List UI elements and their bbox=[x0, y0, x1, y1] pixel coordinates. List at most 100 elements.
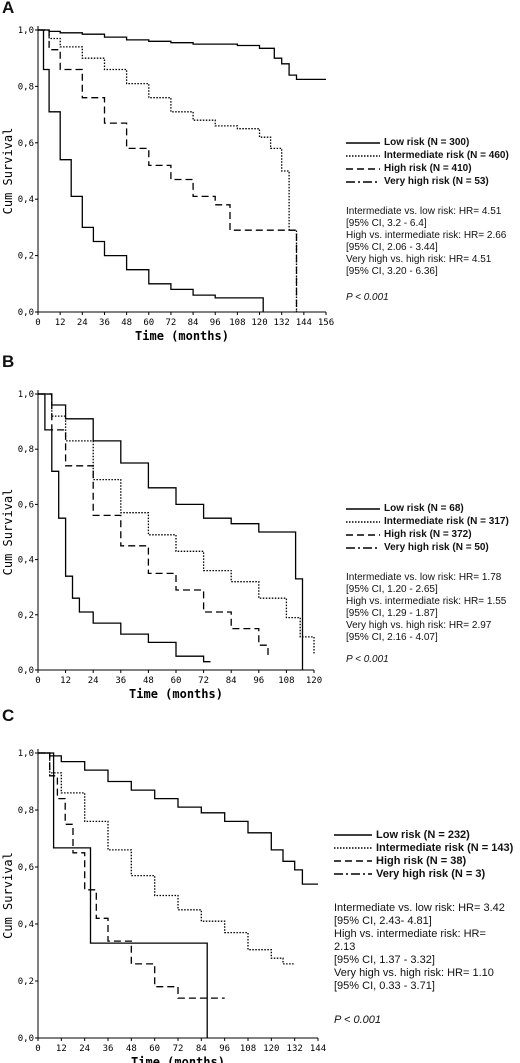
x-tick-label: 36 bbox=[103, 1044, 114, 1054]
stats-line: Very high vs. high risk: HR= 1.10 bbox=[334, 967, 494, 979]
x-tick-label: 72 bbox=[198, 676, 209, 686]
stats-line: Very high vs. high risk: HR= 2.97 bbox=[346, 620, 492, 631]
x-tick-label: 96 bbox=[210, 318, 221, 328]
x-tick-label: 120 bbox=[306, 676, 322, 686]
legend-label: Very high risk (N = 3) bbox=[376, 867, 486, 880]
x-tick-label: 96 bbox=[219, 1044, 230, 1054]
x-tick-label: 0 bbox=[35, 676, 40, 686]
y-tick-label: 0,0 bbox=[18, 666, 34, 676]
survival-curve-very-high-risk bbox=[38, 393, 211, 663]
y-tick-label: 0,2 bbox=[18, 611, 34, 621]
y-tick-label: 0,8 bbox=[18, 806, 34, 816]
x-axis-label: Time (months) bbox=[129, 687, 223, 701]
x-tick-label: 12 bbox=[56, 1044, 67, 1054]
y-tick-label: 0,0 bbox=[18, 1034, 34, 1044]
survival-curve-intermediate-risk bbox=[38, 393, 315, 654]
survival-curve-low-risk bbox=[38, 393, 304, 670]
legend-item-intermediate-risk: Intermediate risk (N = 143) bbox=[334, 841, 513, 854]
x-axis-label: Time (months) bbox=[135, 329, 229, 343]
hazard-ratio-stats: Intermediate vs. low risk: HR= 1.78 [95%… bbox=[346, 572, 506, 644]
y-tick-label: 1,0 bbox=[18, 26, 34, 36]
survival-curve-very-high-risk bbox=[38, 29, 264, 312]
x-tick-label: 120 bbox=[263, 1044, 279, 1054]
panel-c: C 0,0 0,2 0,4 0,6 0,8 1,0 0 12 24 36 48 60 72 84 96 108… bbox=[0, 706, 520, 1063]
x-tick-label: 48 bbox=[126, 1044, 137, 1054]
p-value: P < 0.001 bbox=[346, 654, 389, 665]
x-tick-label: 132 bbox=[274, 318, 290, 328]
stats-line: [95% CI, 1.29 - 1.87] bbox=[346, 608, 438, 619]
legend-item-high-risk: High risk (N = 38) bbox=[334, 854, 513, 867]
x-tick-label: 0 bbox=[35, 318, 40, 328]
y-tick-label: 1,0 bbox=[18, 390, 34, 400]
y-tick-label: 0,8 bbox=[18, 445, 34, 455]
x-tick-label: 12 bbox=[55, 318, 66, 328]
legend-item-very-high-risk: Very high risk (N = 50) bbox=[346, 541, 509, 554]
x-tick-label: 108 bbox=[229, 318, 245, 328]
survival-curve-intermediate-risk bbox=[38, 752, 295, 965]
y-tick-label: 0,0 bbox=[18, 308, 34, 318]
y-tick-label: 0,6 bbox=[18, 500, 34, 510]
legend-label: Very high risk (N = 53) bbox=[384, 176, 489, 187]
p-value-text: P < 0.001 bbox=[346, 654, 389, 665]
legend-label: Intermediate risk (N = 317) bbox=[384, 516, 509, 527]
x-tick-label: 36 bbox=[115, 676, 126, 686]
legend-item-high-risk: High risk (N = 410) bbox=[346, 162, 509, 175]
y-axis-label: Cum Survival bbox=[1, 128, 15, 215]
panel-b: B 0,0 0,2 0,4 0,6 0,8 1,0 0 12 24 36 48 60 72 84 96 108… bbox=[0, 352, 520, 708]
x-tick-label: 36 bbox=[99, 318, 110, 328]
y-tick-label: 1,0 bbox=[18, 749, 34, 759]
x-tick-label: 48 bbox=[121, 318, 132, 328]
x-tick-label: 144 bbox=[310, 1044, 326, 1054]
x-axis-label: Time (months) bbox=[131, 1055, 225, 1063]
legend-label: Low risk (N = 232) bbox=[376, 828, 470, 841]
x-tick-label: 0 bbox=[35, 1044, 40, 1054]
survival-curve-high-risk bbox=[38, 752, 225, 999]
stats-line: Intermediate vs. low risk: HR= 4.51 bbox=[346, 206, 502, 217]
stats-line: [95% CI, 3.2 - 6.4] bbox=[346, 218, 427, 229]
km-plot: 0,0 0,2 0,4 0,6 0,8 1,0 0 12 24 36 48 60 72 84 96 108 12… bbox=[1, 390, 322, 701]
legend-label: Low risk (N = 68) bbox=[384, 503, 464, 514]
stats-line: Intermediate vs. low risk: HR= 3.42 bbox=[334, 902, 505, 914]
p-value-text: P < 0.001 bbox=[346, 292, 389, 303]
stats-line: [95% CI, 1.37 - 3.32] bbox=[334, 954, 435, 966]
stats-line: [95% CI, 1.20 - 2.65] bbox=[346, 584, 438, 595]
stats-line: Very high vs. high risk: HR= 4.51 bbox=[346, 254, 492, 265]
legend-label: High risk (N = 38) bbox=[376, 854, 467, 867]
y-tick-label: 0,4 bbox=[18, 920, 34, 930]
x-tick-label: 120 bbox=[251, 318, 267, 328]
km-plot: 0,0 0,2 0,4 0,6 0,8 1,0 0 12 24 36 48 60 72 84 96 108 12… bbox=[1, 26, 334, 343]
stats-line: [95% CI, 3.20 - 6.36] bbox=[346, 266, 438, 277]
stats-line: [95% CI, 2.16 - 4.07] bbox=[346, 632, 438, 643]
stats-line: Intermediate vs. low risk: HR= 1.78 bbox=[346, 572, 502, 583]
legend-label: Low risk (N = 300) bbox=[384, 137, 470, 148]
panel-letter: B bbox=[2, 352, 15, 371]
survival-curve-very-high-risk bbox=[38, 752, 208, 1038]
legend-label: Intermediate risk (N = 143) bbox=[376, 841, 514, 854]
survival-curve-low-risk bbox=[38, 29, 326, 81]
legend-label: High risk (N = 372) bbox=[384, 529, 472, 540]
legend-item-very-high-risk: Very high risk (N = 53) bbox=[346, 175, 509, 188]
x-tick-label: 24 bbox=[79, 1044, 90, 1054]
stats-line: High vs. intermediate risk: HR= 2.66 bbox=[346, 230, 507, 241]
legend-item-intermediate-risk: Intermediate risk (N = 317) bbox=[346, 515, 509, 528]
legend-item-low-risk: Low risk (N = 68) bbox=[346, 502, 509, 515]
stats-line: High vs. intermediate risk: HR= 1.55 bbox=[346, 596, 507, 607]
p-value-text: P < 0.001 bbox=[334, 1014, 381, 1026]
x-tick-label: 84 bbox=[196, 1044, 207, 1054]
legend-label: High risk (N = 410) bbox=[384, 163, 472, 174]
panel-a: A 0,0 0,2 0,4 0,6 0,8 1,0 0 12 24 36 48 60 72 84 96 108… bbox=[0, 0, 520, 354]
y-tick-label: 0,2 bbox=[18, 977, 34, 987]
y-tick-label: 0,2 bbox=[18, 252, 34, 262]
y-axis-label: Cum Survival bbox=[1, 852, 15, 939]
legend-item-low-risk: Low risk (N = 300) bbox=[346, 136, 509, 149]
hazard-ratio-stats: Intermediate vs. low risk: HR= 4.51 [95%… bbox=[346, 206, 506, 278]
x-tick-label: 72 bbox=[166, 318, 177, 328]
y-tick-label: 0,4 bbox=[18, 556, 34, 566]
stats-line: [95% CI, 2.06 - 3.44] bbox=[346, 242, 438, 253]
y-tick-label: 0,8 bbox=[18, 82, 34, 92]
y-tick-label: 0,6 bbox=[18, 139, 34, 149]
legend: Low risk (N = 232) Intermediate risk (N … bbox=[334, 828, 513, 880]
legend-item-intermediate-risk: Intermediate risk (N = 460) bbox=[346, 149, 509, 162]
x-tick-label: 24 bbox=[77, 318, 88, 328]
x-tick-label: 60 bbox=[171, 676, 182, 686]
